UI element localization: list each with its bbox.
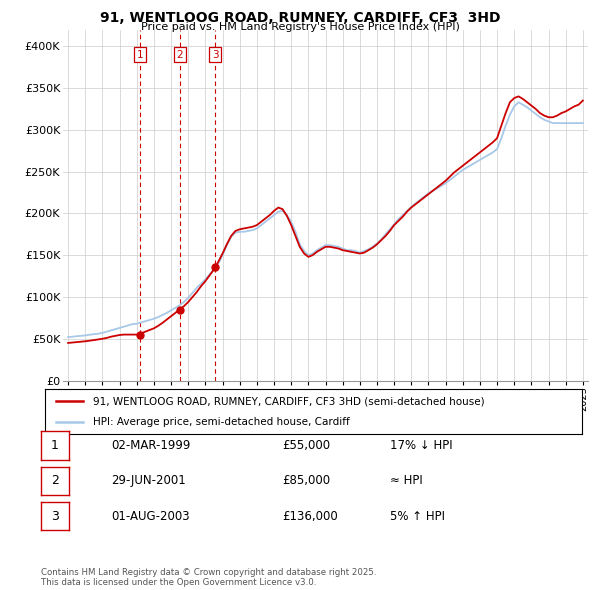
Text: £136,000: £136,000 — [282, 510, 338, 523]
Text: 02-MAR-1999: 02-MAR-1999 — [111, 439, 190, 452]
Text: ≈ HPI: ≈ HPI — [390, 474, 423, 487]
Text: 5% ↑ HPI: 5% ↑ HPI — [390, 510, 445, 523]
Text: Price paid vs. HM Land Registry's House Price Index (HPI): Price paid vs. HM Land Registry's House … — [140, 22, 460, 32]
Text: 3: 3 — [51, 510, 59, 523]
Text: 1: 1 — [136, 50, 143, 60]
Text: 01-AUG-2003: 01-AUG-2003 — [111, 510, 190, 523]
Text: £55,000: £55,000 — [282, 439, 330, 452]
Text: 17% ↓ HPI: 17% ↓ HPI — [390, 439, 452, 452]
Text: 3: 3 — [212, 50, 218, 60]
Text: 29-JUN-2001: 29-JUN-2001 — [111, 474, 186, 487]
Text: 1: 1 — [51, 439, 59, 452]
Text: 2: 2 — [176, 50, 183, 60]
Text: 2: 2 — [51, 474, 59, 487]
Text: HPI: Average price, semi-detached house, Cardiff: HPI: Average price, semi-detached house,… — [94, 417, 350, 427]
Text: Contains HM Land Registry data © Crown copyright and database right 2025.
This d: Contains HM Land Registry data © Crown c… — [41, 568, 376, 587]
Text: £85,000: £85,000 — [282, 474, 330, 487]
Text: 91, WENTLOOG ROAD, RUMNEY, CARDIFF, CF3  3HD: 91, WENTLOOG ROAD, RUMNEY, CARDIFF, CF3 … — [100, 11, 500, 25]
Text: 91, WENTLOOG ROAD, RUMNEY, CARDIFF, CF3 3HD (semi-detached house): 91, WENTLOOG ROAD, RUMNEY, CARDIFF, CF3 … — [94, 396, 485, 407]
